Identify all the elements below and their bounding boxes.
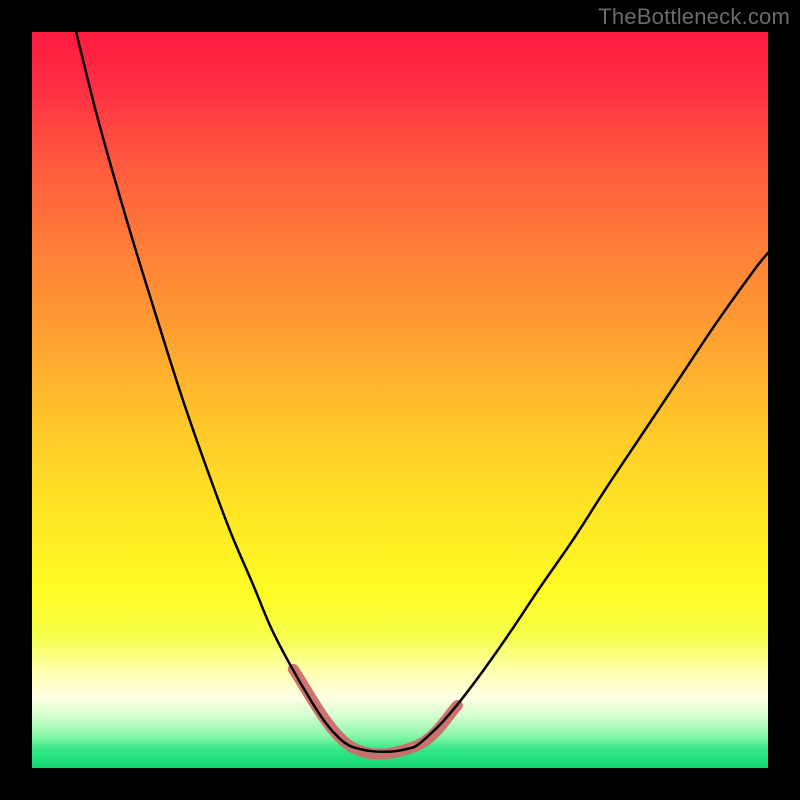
watermark-text: TheBottleneck.com: [598, 4, 790, 30]
chart-frame: TheBottleneck.com: [0, 0, 800, 800]
plot-area: [32, 32, 768, 768]
bottleneck-curve: [76, 32, 768, 752]
curve-overlay: [32, 32, 768, 768]
